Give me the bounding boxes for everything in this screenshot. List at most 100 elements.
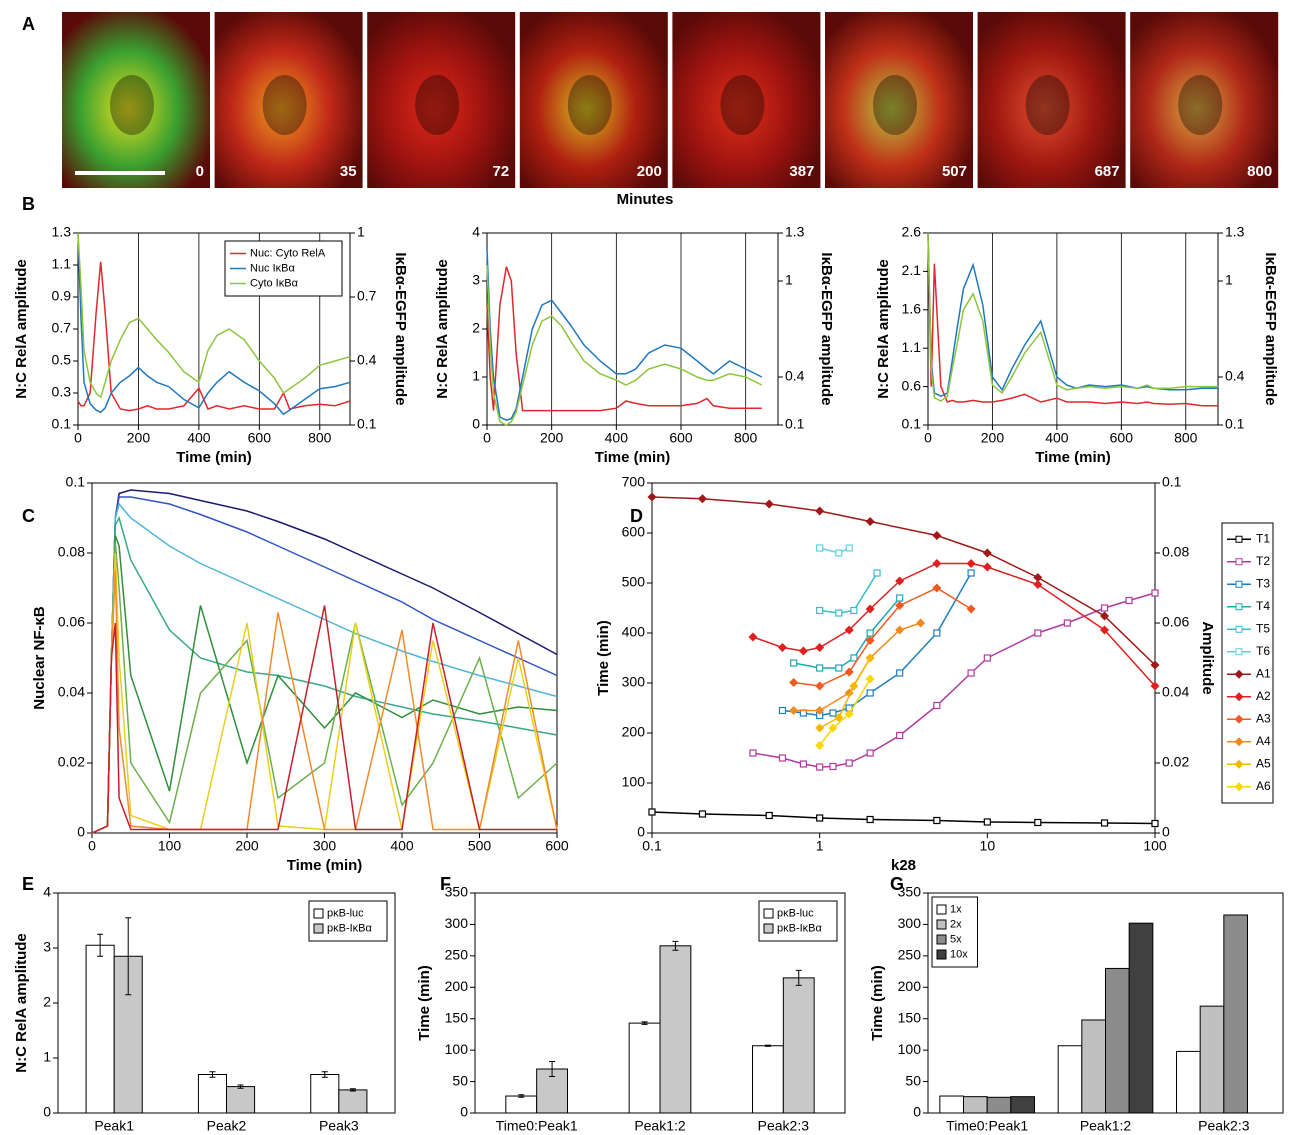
y-tick-label: 0.04 bbox=[58, 684, 85, 700]
marker bbox=[895, 601, 905, 610]
y-tick-label: 1.3 bbox=[52, 224, 72, 240]
data-line bbox=[486, 248, 763, 422]
error-bar bbox=[641, 1021, 648, 1025]
data-line bbox=[819, 657, 871, 729]
legend-label: pκB-luc bbox=[327, 907, 364, 919]
data-line bbox=[819, 547, 850, 554]
panel-label: E bbox=[22, 874, 34, 894]
x-axis-title: Time (min) bbox=[176, 449, 252, 466]
legend-swatch bbox=[936, 934, 947, 945]
marker bbox=[844, 709, 854, 719]
x-tick-label: 300 bbox=[313, 838, 337, 854]
marker bbox=[932, 531, 942, 540]
marker bbox=[967, 569, 975, 577]
legend-label: A3 bbox=[1256, 711, 1271, 725]
marker bbox=[777, 643, 787, 652]
y2-tick-label: 1.3 bbox=[1225, 224, 1245, 240]
legend-label: T5 bbox=[1256, 621, 1270, 635]
y-tick-label: 150 bbox=[898, 1009, 922, 1025]
x-tick-label: Peak1 bbox=[94, 1118, 134, 1134]
nucleus bbox=[110, 75, 154, 135]
bar bbox=[1199, 1005, 1225, 1114]
y-tick-label: 0 bbox=[460, 1104, 468, 1120]
marker bbox=[866, 749, 874, 757]
marker bbox=[966, 604, 976, 614]
marker bbox=[873, 569, 881, 577]
legend-label: pκB-IκBα bbox=[327, 922, 373, 934]
marker bbox=[896, 594, 904, 602]
bar bbox=[963, 1096, 988, 1114]
marker bbox=[933, 629, 941, 637]
nucleus bbox=[1178, 75, 1223, 135]
y-axis-title: N:C RelA amplitude bbox=[875, 259, 892, 398]
y2-tick-label: 0.4 bbox=[357, 352, 377, 368]
bar bbox=[752, 1045, 784, 1114]
legend-label: Nuc: Cyto RelA bbox=[250, 247, 326, 259]
y-tick-label: 300 bbox=[445, 915, 469, 931]
data-line bbox=[91, 489, 558, 834]
marker bbox=[789, 678, 799, 687]
marker bbox=[1063, 619, 1071, 627]
y-tick-label: 1 bbox=[472, 368, 480, 384]
y-tick-label: 100 bbox=[445, 1041, 469, 1057]
y2-tick-label: 0.1 bbox=[1162, 474, 1182, 490]
marker bbox=[1033, 573, 1043, 582]
legend-label: T1 bbox=[1256, 531, 1270, 545]
marker bbox=[1100, 611, 1110, 621]
bar bbox=[505, 1095, 538, 1114]
micrograph bbox=[519, 12, 668, 188]
x-tick-label: 600 bbox=[545, 838, 569, 854]
panel-label: C bbox=[22, 506, 35, 526]
data-line bbox=[486, 264, 763, 426]
data-line bbox=[91, 502, 558, 834]
marker bbox=[1100, 604, 1109, 612]
x-tick-label: 600 bbox=[1110, 430, 1134, 446]
y-tick-label: 700 bbox=[622, 474, 646, 490]
error-bar bbox=[125, 917, 132, 996]
marker bbox=[829, 709, 837, 717]
nucleus bbox=[415, 75, 460, 135]
time-label: 387 bbox=[789, 163, 814, 180]
legend-label: T4 bbox=[1256, 599, 1270, 613]
marker bbox=[834, 713, 844, 722]
y-tick-label: 0.02 bbox=[58, 754, 85, 770]
marker bbox=[1100, 625, 1110, 635]
data-line bbox=[819, 572, 878, 614]
marker bbox=[865, 604, 875, 614]
panel-label: B bbox=[22, 194, 35, 214]
bar bbox=[782, 977, 815, 1114]
x-tick-label: Peak2 bbox=[207, 1118, 247, 1134]
data-line bbox=[91, 516, 558, 834]
y2-tick-label: 0.4 bbox=[1225, 368, 1245, 384]
legend-swatch bbox=[763, 908, 774, 919]
marker bbox=[844, 625, 854, 635]
marker bbox=[1125, 596, 1133, 605]
y2-tick-label: 1 bbox=[1225, 272, 1233, 288]
x-tick-label: 200 bbox=[540, 430, 564, 446]
bar bbox=[1105, 967, 1130, 1114]
data-line bbox=[77, 232, 351, 399]
legend-box bbox=[758, 900, 838, 942]
x-tick-label: 200 bbox=[235, 838, 259, 854]
marker bbox=[697, 494, 707, 504]
bar bbox=[1128, 922, 1154, 1114]
y2-tick-label: 0.06 bbox=[1162, 614, 1189, 630]
marker bbox=[829, 762, 837, 771]
y2-tick-label: 0.04 bbox=[1162, 684, 1189, 700]
y-tick-label: 300 bbox=[898, 915, 922, 931]
y-axis-title: N:C RelA amplitude bbox=[13, 933, 30, 1072]
marker bbox=[933, 701, 941, 710]
legend-swatch bbox=[936, 919, 947, 930]
y2-tick-label: 0.02 bbox=[1162, 754, 1189, 770]
bar bbox=[1010, 1096, 1035, 1114]
marker bbox=[816, 664, 824, 672]
y2-tick-label: 0.08 bbox=[1162, 544, 1189, 560]
error-bar bbox=[97, 933, 104, 957]
bar bbox=[226, 1086, 256, 1114]
legend-swatch bbox=[763, 923, 774, 934]
plot-frame bbox=[91, 482, 558, 834]
legend-label: A4 bbox=[1256, 734, 1271, 748]
legend-label: T2 bbox=[1256, 554, 1270, 568]
